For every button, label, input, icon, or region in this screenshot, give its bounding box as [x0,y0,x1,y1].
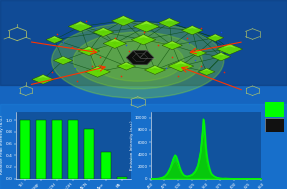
Polygon shape [37,75,49,79]
Polygon shape [91,66,104,71]
Polygon shape [164,18,175,22]
Polygon shape [168,61,194,72]
Polygon shape [181,26,203,35]
Polygon shape [189,49,207,57]
Polygon shape [58,56,68,60]
Bar [20,120,30,179]
Polygon shape [112,16,135,26]
Polygon shape [117,16,129,20]
Bar [84,129,94,179]
Polygon shape [150,65,160,69]
Polygon shape [126,51,154,65]
Polygon shape [103,39,127,48]
Polygon shape [194,49,202,52]
Polygon shape [117,62,136,70]
Polygon shape [140,21,153,26]
Polygon shape [32,75,54,84]
Polygon shape [202,68,211,71]
Y-axis label: Emission Intensity (a.u.): Emission Intensity (a.u.) [130,120,133,170]
Bar [100,152,110,179]
Polygon shape [158,18,180,27]
Polygon shape [84,46,94,50]
Polygon shape [217,44,243,55]
Bar [117,177,127,179]
Polygon shape [53,56,73,65]
Polygon shape [46,36,63,43]
Bar [265,102,284,117]
Polygon shape [211,53,231,61]
Polygon shape [131,34,156,45]
Polygon shape [68,21,92,32]
Polygon shape [93,28,114,36]
Polygon shape [78,46,100,56]
Polygon shape [207,34,224,41]
Polygon shape [223,44,236,48]
Polygon shape [98,28,108,31]
Polygon shape [174,61,187,65]
Polygon shape [133,21,160,32]
Ellipse shape [92,40,184,81]
Ellipse shape [73,32,202,89]
Polygon shape [187,26,198,29]
Polygon shape [167,41,177,45]
Polygon shape [122,62,131,65]
Bar [265,118,284,132]
Polygon shape [109,39,121,43]
Y-axis label: Relative Peak Intensity (a.u.): Relative Peak Intensity (a.u.) [0,116,4,174]
Ellipse shape [52,23,224,98]
Polygon shape [85,66,110,77]
Bar [52,120,62,179]
Polygon shape [216,53,226,56]
Polygon shape [137,34,150,39]
Polygon shape [198,68,215,75]
Bar [36,120,46,179]
Polygon shape [162,41,182,50]
Polygon shape [144,65,166,74]
Polygon shape [50,36,59,39]
Polygon shape [211,34,220,37]
Bar [68,120,78,179]
Polygon shape [74,21,86,26]
